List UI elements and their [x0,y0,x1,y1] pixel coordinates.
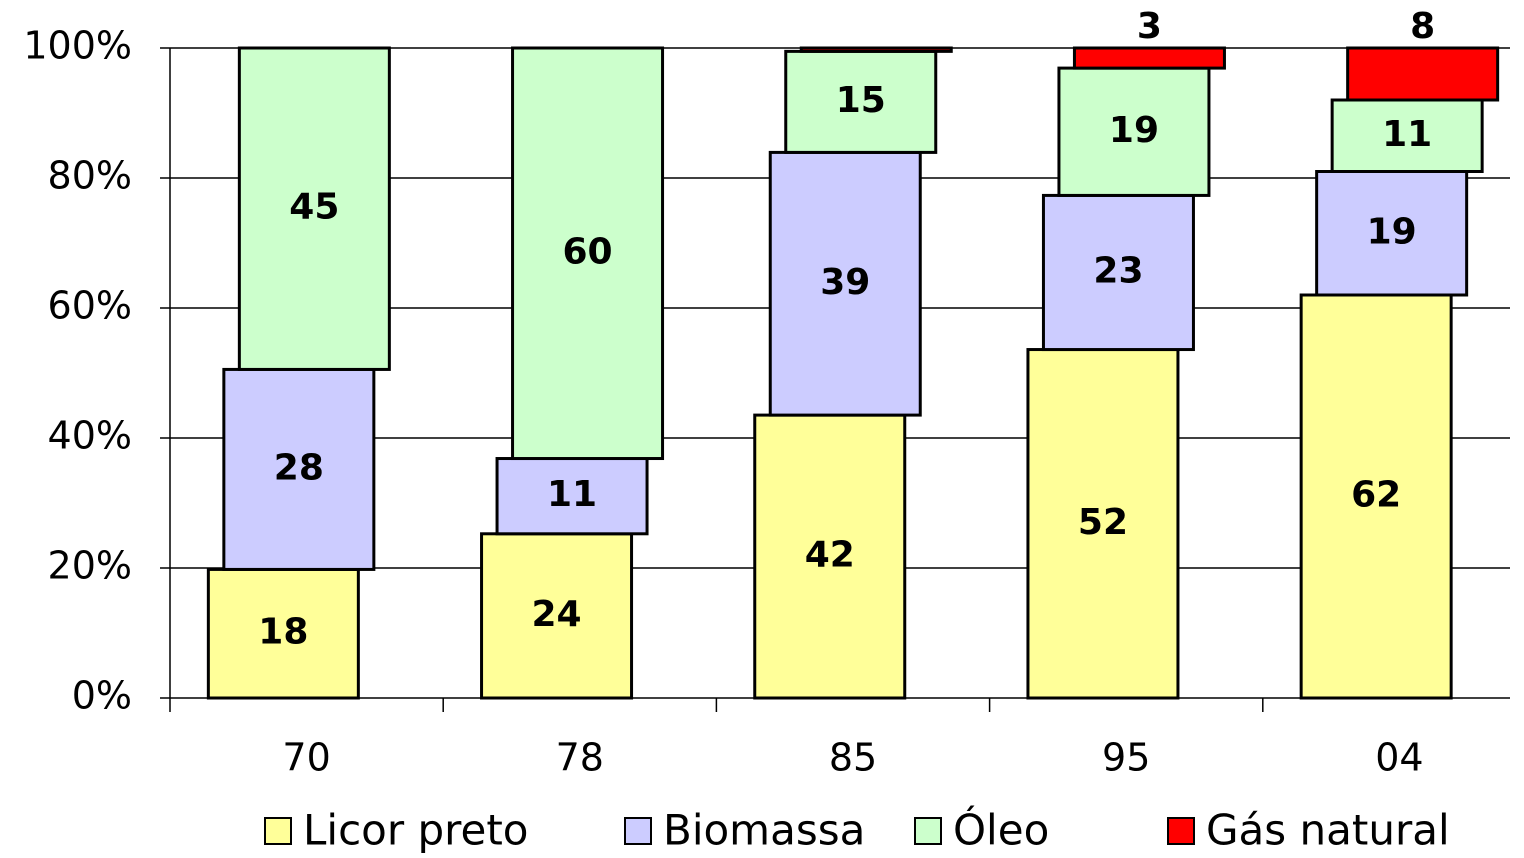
data-label: 19 [1109,110,1159,151]
data-label: 28 [274,447,324,488]
x-tick-label: 85 [829,736,877,780]
data-label: 42 [805,535,855,576]
bar-segment [1057,66,1211,197]
legend-swatch [914,817,942,845]
bar-segment [511,46,665,461]
data-label: 8 [1410,6,1435,47]
y-tick-label: 0% [72,674,132,718]
legend-label: Gás natural [1206,806,1450,855]
y-tick-label: 60% [48,284,132,328]
y-tick-label: 80% [48,154,132,198]
data-label: 3 [1137,6,1162,47]
bar-segment [753,413,907,700]
legend-label: Biomassa [663,806,865,855]
y-tick-label: 40% [48,414,132,458]
bar-segment [1072,46,1226,70]
data-label: 11 [547,474,597,515]
bar-segment [799,46,953,53]
x-tick-label: 04 [1375,736,1423,780]
bar-segment [768,150,922,417]
data-label: 60 [562,231,612,272]
legend-label: Licor preto [303,806,528,855]
bar-segment [237,46,391,371]
x-tick-label: 95 [1102,736,1150,780]
data-label: 52 [1078,502,1128,543]
bar-segment [1315,170,1469,297]
bar-segment [1346,46,1500,102]
bar-segment [1299,293,1453,700]
bar-segment [1026,348,1180,700]
legend-swatch [264,817,292,845]
y-tick-label: 100% [23,24,132,68]
data-label: 45 [289,187,339,228]
bar-segment [206,567,360,700]
bar-segment [1330,98,1484,173]
bar-segment [495,457,649,536]
data-label: 11 [1382,114,1432,155]
data-label: 39 [820,262,870,303]
bar-segment [1041,193,1195,352]
legend-label: Óleo [953,805,1049,855]
data-label: 24 [531,594,581,635]
x-tick-label: 70 [282,736,330,780]
y-tick-label: 20% [48,544,132,588]
legend-swatch [624,817,652,845]
legend-swatch [1167,817,1195,845]
x-tick-label: 78 [556,736,604,780]
data-label: 62 [1351,475,1401,516]
data-label: 15 [836,80,886,121]
data-label: 23 [1093,250,1143,291]
data-label: 18 [258,612,308,653]
data-label: 19 [1367,211,1417,252]
